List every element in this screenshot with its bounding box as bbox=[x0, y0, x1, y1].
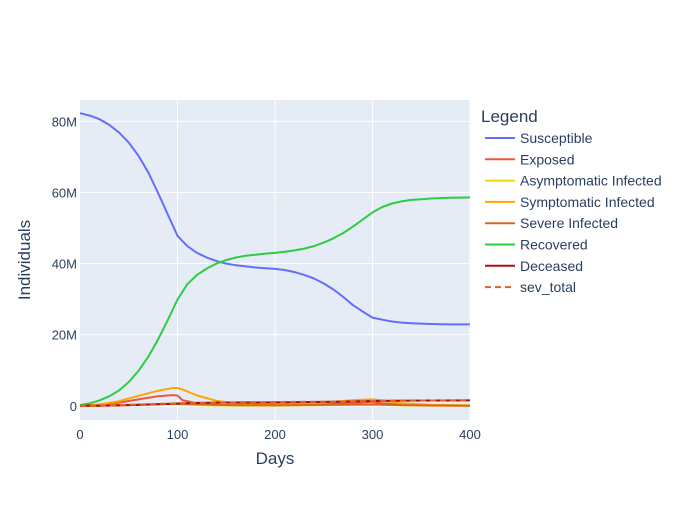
y-tick-label: 20M bbox=[52, 328, 77, 343]
series-line-susceptible bbox=[79, 112, 470, 326]
series-group bbox=[79, 112, 471, 407]
axis-ticks: 0 100 200 300 400 0 20M 40M 60M 80M bbox=[52, 114, 481, 442]
x-tick-label: 100 bbox=[167, 427, 189, 442]
y-tick-label: 0 bbox=[70, 399, 77, 414]
legend-item-asymptomatic-infected[interactable]: Asymptomatic Infected bbox=[520, 173, 662, 189]
y-axis-label: Individuals bbox=[15, 220, 34, 300]
legend-item-recovered[interactable]: Recovered bbox=[520, 237, 588, 253]
legend-item-symptomatic-infected[interactable]: Symptomatic Infected bbox=[520, 194, 655, 210]
y-tick-label: 80M bbox=[52, 114, 77, 129]
x-tick-label: 0 bbox=[76, 427, 83, 442]
x-tick-label: 300 bbox=[362, 427, 384, 442]
legend-item-deceased[interactable]: Deceased bbox=[520, 258, 583, 274]
legend-item-severe-infected[interactable]: Severe Infected bbox=[520, 215, 618, 231]
legend-title: Legend bbox=[481, 107, 538, 126]
legend-item-exposed[interactable]: Exposed bbox=[520, 151, 574, 167]
legend-item-susceptible[interactable]: Susceptible bbox=[520, 130, 593, 146]
x-tick-label: 400 bbox=[459, 427, 481, 442]
series-line-sev-total bbox=[79, 399, 471, 407]
y-tick-label: 40M bbox=[52, 257, 77, 272]
series-line-recovered bbox=[79, 196, 471, 407]
grid bbox=[80, 100, 471, 420]
legend-item-sev-total[interactable]: sev_total bbox=[520, 279, 576, 295]
y-tick-label: 60M bbox=[52, 185, 77, 200]
x-tick-label: 200 bbox=[264, 427, 286, 442]
legend: Legend Susceptible Exposed Asymptomatic In… bbox=[481, 107, 662, 295]
x-axis-label: Days bbox=[256, 449, 295, 468]
